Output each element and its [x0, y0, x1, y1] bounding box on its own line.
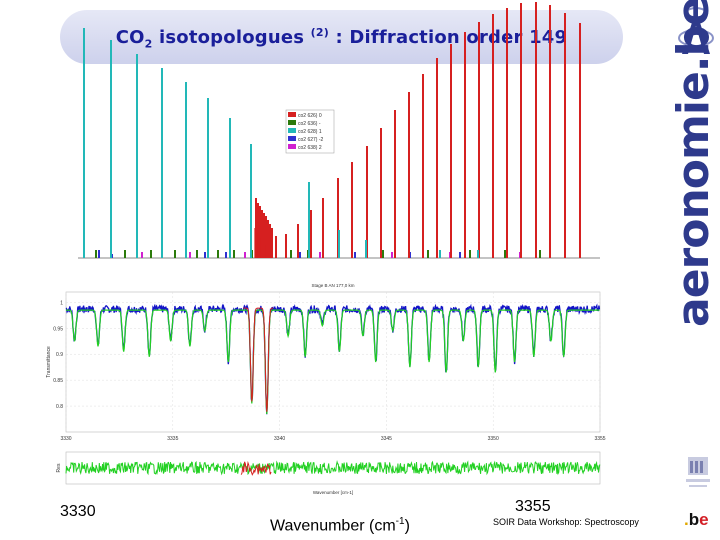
title-middle: isotopologues — [152, 27, 311, 48]
legend-swatch-1 — [288, 120, 296, 125]
y-tick-0: 1 — [60, 300, 63, 306]
x-tick-2: 3340 — [274, 436, 285, 442]
x-axis-title-suffix: ) — [404, 517, 410, 535]
legend-label-1: co2 636) - — [298, 121, 321, 127]
page-title: CO2 isotopologues (2) : Diffraction orde… — [60, 26, 623, 51]
title-suffix: : Diffraction order 149 — [328, 27, 568, 48]
belspo-logo-icon — [686, 457, 710, 487]
legend-swatch-0 — [288, 112, 296, 117]
title-subscript: 2 — [144, 37, 153, 51]
residual-line — [65, 460, 601, 476]
x-axis-title-sup: -1 — [395, 516, 405, 527]
x-tick-5: 3355 — [594, 436, 605, 442]
legend-swatch-2 — [288, 128, 296, 133]
x-tick-4: 3350 — [488, 436, 499, 442]
x-tick-0: 3330 — [60, 436, 71, 442]
title-prefix: CO — [115, 27, 145, 48]
residual-y-label: Res — [56, 463, 62, 472]
title-banner: CO2 isotopologues (2) : Diffraction orde… — [60, 10, 623, 64]
model-626-segment — [243, 307, 274, 412]
be-logo: .be — [684, 510, 709, 529]
x-tick-1: 3335 — [167, 436, 178, 442]
transmittance-panel-title: Stage B AN 177,0 km — [311, 283, 354, 288]
legend-label-3: co2 627) -2 — [298, 137, 324, 143]
legend-label-0: co2 626) 0 — [298, 113, 322, 119]
legend-swatch-3 — [288, 136, 296, 141]
y-tick-1: 0.95 — [53, 326, 63, 332]
residual-x-label: Wavenumber [cm-1] — [313, 490, 353, 495]
x-tick-3: 3345 — [381, 436, 392, 442]
y-tick-3: 0.85 — [53, 378, 63, 384]
legend-swatch-4 — [288, 144, 296, 149]
observed-spectrum-line — [65, 303, 601, 415]
x-axis-title-prefix: Wavenumber (cm — [270, 517, 396, 535]
footer-text: SOIR Data Workshop: Spectroscopy — [493, 517, 639, 527]
y-tick-4: 0.8 — [56, 404, 63, 410]
x-axis-title: Wavenumber (cm-1) — [270, 516, 410, 535]
title-superscript: (2) — [310, 26, 329, 39]
x-start-label: 3330 — [60, 503, 96, 520]
aeronomie-logo-icon — [678, 7, 714, 54]
residual-626-segment — [240, 460, 272, 476]
fitted-spectrum-line — [66, 309, 600, 414]
y-tick-2: 0.9 — [56, 352, 63, 358]
legend-label-4: co2 638) 2 — [298, 145, 322, 151]
y-axis-label: Transmittance — [46, 346, 52, 378]
x-end-label: 3355 — [515, 498, 551, 515]
legend-label-2: co2 628) 1 — [298, 129, 322, 135]
